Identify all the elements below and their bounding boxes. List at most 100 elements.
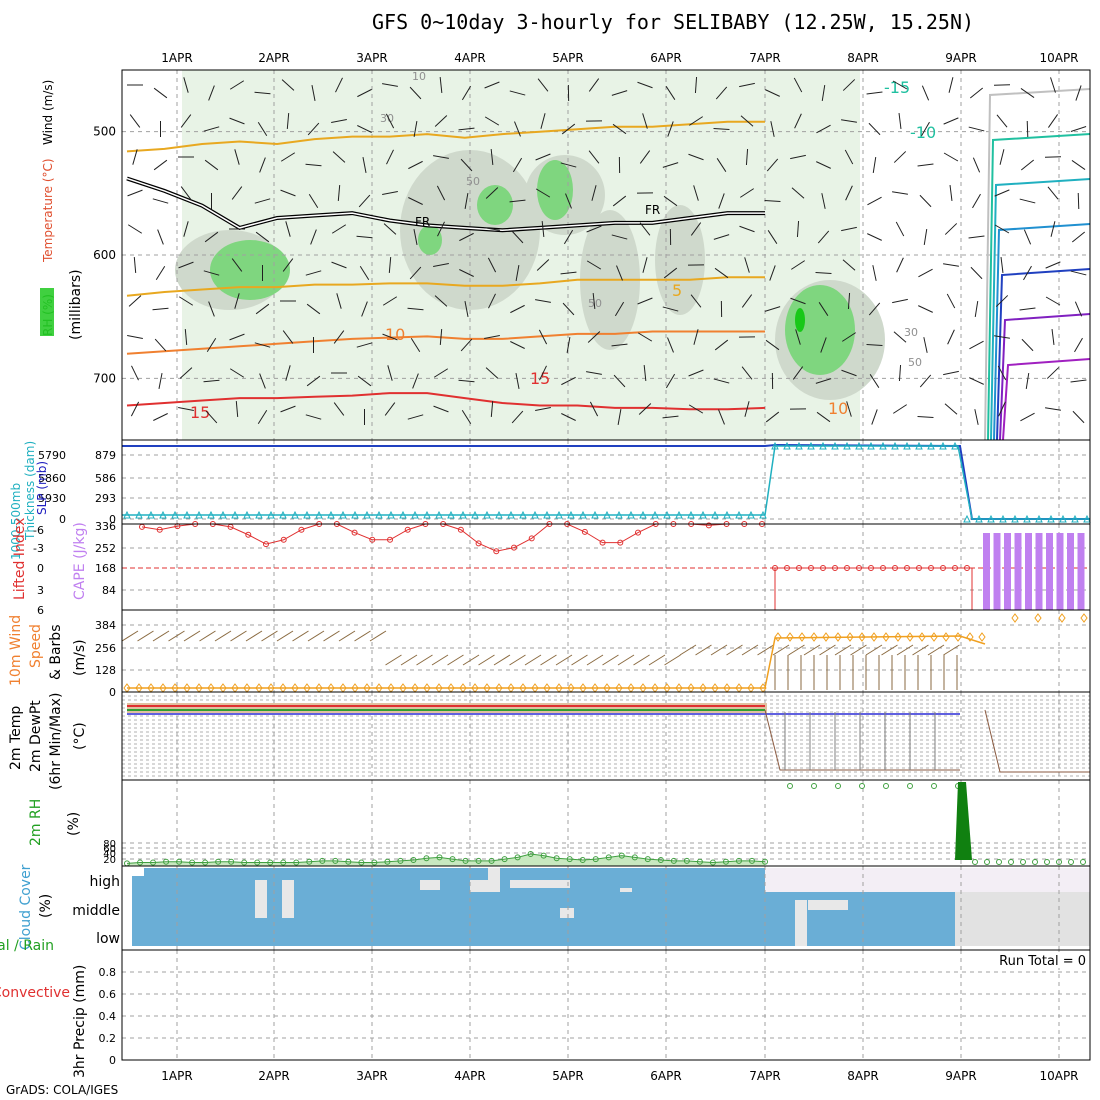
wind-barb [464,301,469,317]
wind-barb [127,224,143,234]
wind-barb [254,342,271,348]
wind-barb [663,195,678,207]
y-tick-label: 0.2 [99,1032,117,1045]
wind-barb [638,403,652,415]
wind-barb [592,292,596,310]
wind-barb [850,644,867,656]
thickness-marker [1071,514,1079,523]
y-tick-label-left: 6 [37,604,44,617]
rh-contour-label: 30 [904,326,918,339]
wind-barb [612,123,627,135]
wind-barb [816,161,831,169]
thickness-marker [447,510,455,519]
lifted-index-marker [904,565,910,571]
axis-label-celsius: (°C) [72,722,88,750]
wind-barb [791,187,805,199]
wind-speed-marker [858,632,866,642]
wind-barb [408,160,423,170]
wind-barb [586,371,602,375]
lifted-index-marker [599,539,606,546]
wind-barb [1023,229,1032,245]
wind-barb [560,162,577,168]
cape-bar [1046,533,1053,610]
axis-label-wind10m: 10m Wind [8,615,24,686]
thickness-marker [735,510,743,519]
x-tick-label-bottom: 4APR [454,1069,485,1083]
wind-barb [410,337,421,353]
wind-barb [586,260,602,270]
thickness-marker [507,510,515,519]
wind-barb [286,112,290,130]
thickness-marker [579,510,587,519]
wind-barb [819,644,836,656]
wind-barb [282,330,294,344]
stability-panel: -6 -3 0 3 6 336 252 168 84 Lifted Index CAPE (J/kg… [12,518,1091,617]
wind-speed-marker [834,632,842,642]
wind-barb [335,77,343,93]
wind-barb [484,334,500,340]
thickness-marker [615,510,623,519]
cloud-gap [510,880,570,888]
thickness-marker [279,510,287,519]
wind-barb [665,373,676,389]
rh-marker [811,783,817,789]
wind-barb [944,223,958,235]
wind-barb [872,265,877,281]
wind-barb [490,148,494,166]
wind-speed-marker [954,632,962,642]
wind-speed-marker [1011,613,1019,623]
wind-barb [205,410,218,424]
wind-barb [459,232,474,242]
lifted-index-marker [369,536,376,543]
wind-barb [308,193,319,209]
lifted-index-marker [298,526,305,533]
thickness-marker [771,441,779,450]
wind-barb [484,81,500,89]
wind-barb [588,78,600,92]
wind-barb [357,88,372,98]
axis-label-ms: (m/s) [72,639,88,676]
wind-barb [718,193,725,209]
wind-barb [183,77,189,93]
wind-barb [713,234,730,240]
thickness-marker [675,510,683,519]
wind-barb [280,152,296,162]
cape-bar [1067,533,1074,610]
wind-barb [131,365,139,381]
rh-marker [657,856,664,863]
wind-barb [357,125,372,133]
cape-bar [1056,533,1064,610]
wind-barb [764,199,781,203]
wind-barb [204,159,219,171]
rh-marker [241,859,248,866]
rh-contour-region [418,225,442,255]
rh-marker [1068,859,1074,865]
wind-barb [439,328,443,346]
thickness-marker [351,510,359,519]
wind-barb [433,155,449,159]
thickness-marker [303,510,311,519]
wind-barb [413,229,418,245]
temperature-line [764,709,960,771]
wind-barb [1070,379,1087,383]
wind-barb [229,117,245,125]
cloud-gap [808,900,848,910]
wind-barb [208,85,215,101]
wind-barb [357,375,372,387]
lifted-index-marker [493,548,500,555]
thickness-marker [207,510,215,519]
wind-barb [757,644,774,656]
wind-speed-marker [966,632,974,642]
thickness-marker [747,510,755,519]
wind-barb [1020,159,1035,171]
wind-barb [132,149,138,165]
rh-marker [332,857,339,864]
thickness-marker [123,510,131,519]
cloud-gap [488,868,500,892]
y-tick-label: high [89,874,120,890]
cape-bar [1035,533,1043,610]
thickness-marker [411,510,419,519]
freezing-level-line [126,177,765,232]
thickness-marker [567,510,575,519]
wind-barb [305,414,322,420]
